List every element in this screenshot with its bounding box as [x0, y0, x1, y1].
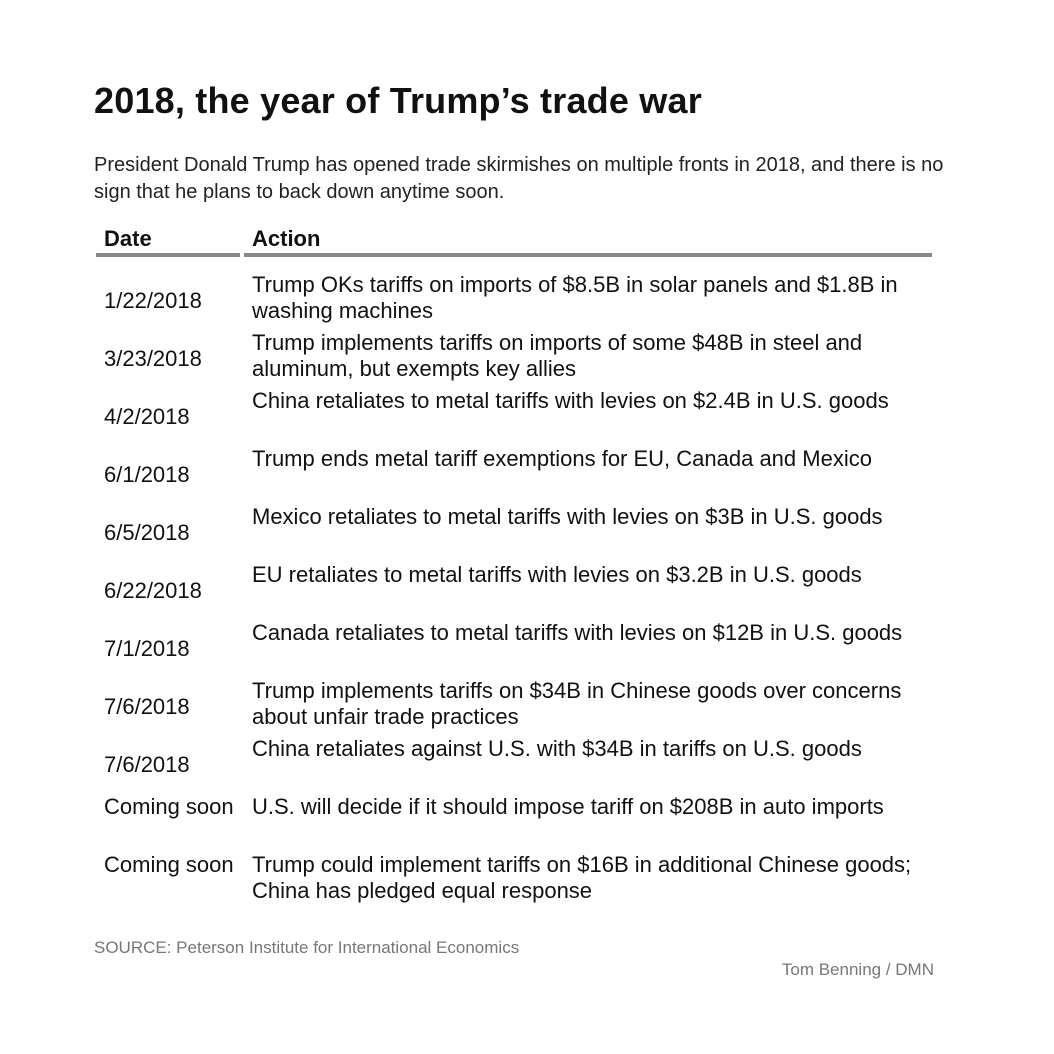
row-action: Trump could implement tariffs on $16B in… [252, 852, 912, 903]
credit-line: Tom Benning / DMN [781, 960, 934, 979]
row-date: 6/22/2018 [104, 578, 202, 603]
table-row: 1/22/2018 Trump OKs tariffs on imports of… [96, 272, 932, 330]
table-row: 6/22/2018 EU retaliates to metal tariffs … [96, 562, 932, 620]
header-date: Date [104, 226, 152, 251]
table-row: Coming soon U.S. will decide if it should… [96, 794, 932, 852]
row-date: 7/6/2018 [104, 752, 190, 777]
row-date: 6/1/2018 [104, 462, 190, 487]
row-date: 4/2/2018 [104, 404, 190, 429]
row-action: EU retaliates to metal tariffs with levi… [252, 562, 862, 587]
table-row: 3/23/2018 Trump implements tariffs on imp… [96, 330, 932, 388]
row-action: Trump implements tariffs on $34B in Chin… [252, 678, 902, 729]
table-body: 1/22/2018 Trump OKs tariffs on imports of… [96, 272, 932, 910]
row-action: U.S. will decide if it should impose tar… [252, 794, 884, 819]
row-date: 1/22/2018 [104, 288, 202, 313]
source-note: SOURCE: Peterson Institute for Internati… [94, 938, 520, 957]
table-row: 6/5/2018 Mexico retaliates to metal tarif… [96, 504, 932, 562]
table-header: Date Action [96, 222, 932, 258]
table-row: Coming soon Trump could implement tariffs… [96, 852, 932, 910]
header-divider-action [244, 253, 932, 257]
row-date: 7/6/2018 [104, 694, 190, 719]
chart-title: 2018, the year of Trump’s trade war [94, 80, 702, 121]
row-date: 7/1/2018 [104, 636, 190, 661]
table-row: 7/6/2018 China retaliates against U.S. wi… [96, 736, 932, 794]
table-row: 7/1/2018 Canada retaliates to metal tarif… [96, 620, 932, 678]
header-divider-date [96, 253, 240, 257]
row-date: 6/5/2018 [104, 520, 190, 545]
table-row: 7/6/2018 Trump implements tariffs on $34B… [96, 678, 932, 736]
row-date: 3/23/2018 [104, 346, 202, 371]
row-action: Trump implements tariffs on imports of s… [252, 330, 863, 381]
header-action: Action [252, 226, 321, 251]
row-date: Coming soon [104, 852, 234, 877]
row-action: Trump ends metal tariff exemptions for E… [252, 446, 872, 471]
row-action: Canada retaliates to metal tariffs with … [252, 620, 903, 645]
row-action: Mexico retaliates to metal tariffs with … [252, 504, 883, 529]
table-row: 4/2/2018 China retaliates to metal tariff… [96, 388, 932, 446]
row-action: China retaliates against U.S. with $34B … [252, 736, 862, 761]
row-action: Trump OKs tariffs on imports of $8.5B in… [252, 272, 898, 323]
table-row: 6/1/2018 Trump ends metal tariff exemptio… [96, 446, 932, 504]
chart-subtitle: President Donald Trump has opened trade … [94, 154, 944, 203]
row-date: Coming soon [104, 794, 234, 819]
trade-actions-table: Date Action 1/22/2018 Trump OKs tariffs o… [96, 222, 932, 903]
row-action: China retaliates to metal tariffs with l… [252, 388, 889, 413]
